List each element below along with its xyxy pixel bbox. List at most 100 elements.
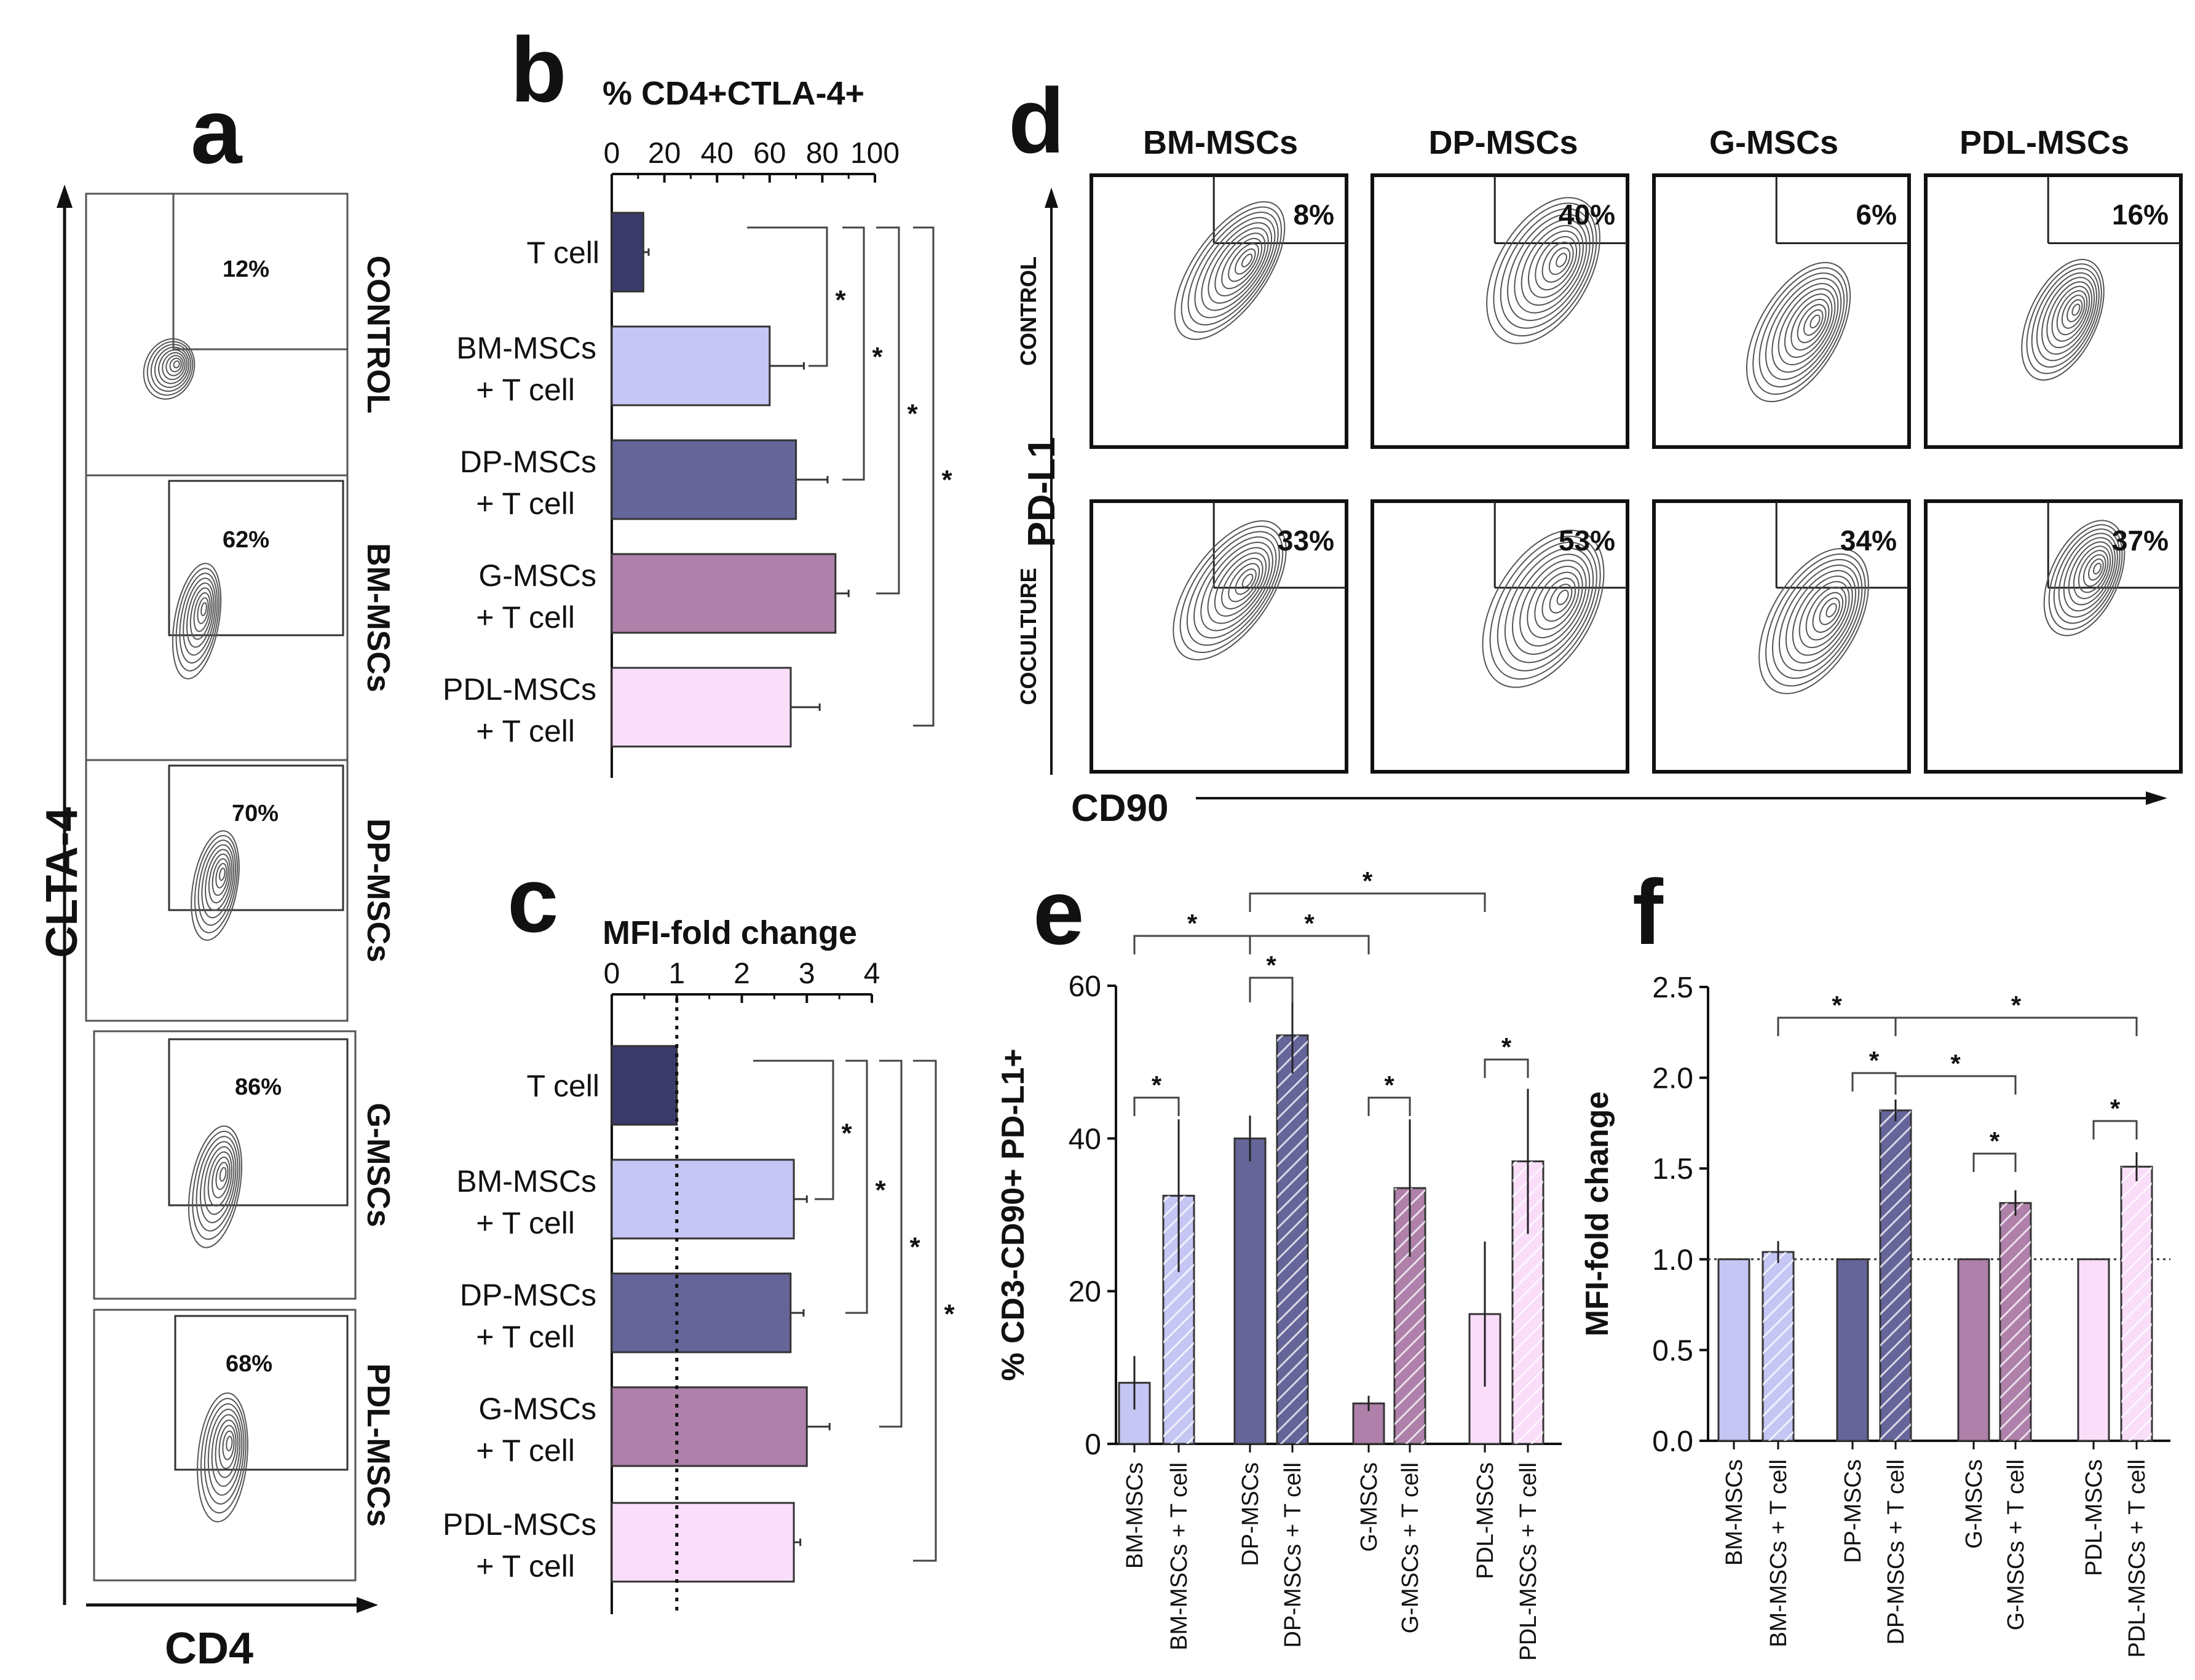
bar: [611, 1272, 792, 1353]
bar: [2077, 1258, 2110, 1442]
bar: [611, 1502, 795, 1583]
panel-d-x-axis-arrow: [2146, 791, 2167, 805]
panel-d-plot: 33%: [1090, 499, 1348, 774]
panel-a-rows: 12% CONTROL 62% BM-MSCs 70% DP-MSCs 86% G-MSCs 6…: [85, 192, 396, 1582]
significance-star: *: [941, 465, 952, 495]
x-tick-label: BM-MSCs + T cell: [1166, 1462, 1192, 1650]
panel-d-plot-frame: [1090, 499, 1348, 774]
panel-d-plots: BM-MSCs DP-MSCs G-MSCs PDL-MSCs CONTROL COCUL…: [1016, 124, 2183, 774]
panel-a-row-label: DP-MSCs: [360, 818, 396, 962]
bar: [1717, 1258, 1750, 1442]
panel-a-contour: [191, 830, 240, 941]
x-tick-label: BM-MSCs: [1122, 1462, 1148, 1569]
panel-d-contour: [1482, 529, 1605, 688]
x-tick-label: 80: [806, 137, 839, 170]
panel-a-percent: 12%: [223, 256, 269, 282]
panel-d-plot: 8%: [1090, 173, 1348, 449]
panel-b: b % CD4+CTLA-4+ 0 20 40 60 80 100 T cell BM-MSCs…: [443, 18, 952, 778]
panel-d-contour: [1173, 520, 1287, 660]
panel-a-x-axis-arrow: [357, 1597, 378, 1613]
bar: [1118, 1382, 1151, 1445]
y-tick-label: 1.5: [1652, 1153, 1693, 1186]
significance-star: *: [1304, 909, 1315, 938]
panel-d-plot: 34%: [1652, 499, 1911, 774]
panel-a-contour: [143, 338, 196, 400]
significance-star: *: [907, 399, 918, 429]
panel-a-contour: [188, 1125, 243, 1248]
panel-a-row: 86% G-MSCs: [93, 1030, 396, 1300]
significance-star: *: [1832, 991, 1842, 1020]
chart-title: % CD4+CTLA-4+: [603, 75, 864, 112]
panel-a-letter: a: [191, 79, 243, 183]
panel-a-x-axis-label: CD4: [165, 1624, 253, 1673]
bar: [611, 212, 644, 293]
panel-d-column-title: BM-MSCs: [1143, 124, 1298, 161]
significance-bracket: [747, 226, 828, 367]
category-label-line2: + T cell: [476, 1320, 575, 1354]
panel-d-plot-frame: [1924, 173, 2183, 449]
category-label: PDL-MSCs: [443, 672, 596, 707]
x-tick-label: 3: [799, 957, 815, 990]
panel-a-row: 70% DP-MSCs: [85, 759, 396, 1022]
panel-f-letter: f: [1632, 860, 1664, 964]
category-label: DP-MSCs: [460, 445, 596, 479]
panel-a-plot-frame: [93, 1309, 357, 1582]
x-tick-label: 20: [648, 137, 681, 170]
panel-d-column-title: PDL-MSCs: [1960, 124, 2129, 161]
category-label-line2: + T cell: [476, 1549, 575, 1583]
x-tick-label: DP-MSCs: [1238, 1462, 1264, 1566]
significance-star: *: [1384, 1071, 1394, 1100]
panel-d-contour: [2021, 259, 2105, 381]
significance-star: *: [944, 1299, 955, 1329]
panel-d-plot-frame: [1370, 499, 1629, 774]
y-tick-label: 2.5: [1652, 972, 1693, 1004]
x-tick-label: 100: [850, 137, 900, 170]
x-tick-label: 60: [753, 137, 786, 170]
panel-d-percent: 16%: [2112, 199, 2169, 231]
bar: [611, 439, 797, 520]
significance-bracket: [1367, 1096, 1411, 1116]
significance-bracket: [913, 1060, 937, 1562]
panel-d-percent: 53%: [1559, 525, 1615, 557]
y-axis-label: MFI-fold change: [1580, 1092, 1615, 1337]
category-label: BM-MSCs: [456, 331, 596, 365]
panel-d-plot: 6%: [1652, 173, 1911, 449]
bar-hatch: [2000, 1203, 2031, 1441]
significance-star: *: [1266, 951, 1276, 980]
panel-d: d PD-L1 CD90 BM-MSCs DP-MSCs G-MSCs PDL-MSC…: [1008, 69, 2183, 830]
significance-star: *: [2011, 991, 2022, 1020]
panel-a-row: 68% PDL-MSCs: [93, 1309, 396, 1582]
panel-d-y-axis-arrow: [1045, 188, 1058, 208]
panel-a-plot-frame: [85, 759, 349, 1022]
category-label-line2: + T cell: [476, 600, 575, 635]
bar: [611, 1045, 678, 1126]
significance-star: *: [1869, 1046, 1880, 1075]
panel-d-x-axis-label: CD90: [1071, 787, 1169, 830]
x-tick-label: DP-MSCs + T cell: [1280, 1462, 1306, 1648]
x-tick-label: G-MSCs: [1356, 1462, 1382, 1552]
chart-title: MFI-fold change: [603, 914, 857, 951]
panel-d-contour: [2043, 520, 2126, 636]
bar: [611, 1386, 808, 1467]
significance-star: *: [909, 1232, 920, 1262]
panel-a-row: 62% BM-MSCs: [85, 474, 396, 761]
panel-a-y-axis-arrow: [57, 184, 73, 208]
significance-bracket: [1249, 935, 1370, 954]
panel-d-plot-frame: [1652, 173, 1911, 449]
panel-c-letter: c: [507, 848, 558, 951]
significance-star: *: [841, 1119, 852, 1149]
panel-d-contour: [1758, 548, 1869, 694]
significance-star: *: [835, 285, 846, 315]
x-tick-label: 1: [668, 957, 685, 990]
panel-a-gate: [168, 1038, 349, 1207]
significance-star: *: [1501, 1032, 1512, 1061]
panel-d-plot: 16%: [1924, 173, 2183, 449]
panel-d-plot-frame: [1652, 499, 1911, 774]
x-tick-label: PDL-MSCs: [1473, 1462, 1498, 1579]
category-label: T cell: [526, 1069, 599, 1103]
panel-a-plot-frame: [85, 192, 349, 477]
category-label: BM-MSCs: [456, 1164, 596, 1199]
x-tick-label: DP-MSCs: [1840, 1459, 1866, 1563]
significance-bracket: [1484, 1058, 1529, 1078]
